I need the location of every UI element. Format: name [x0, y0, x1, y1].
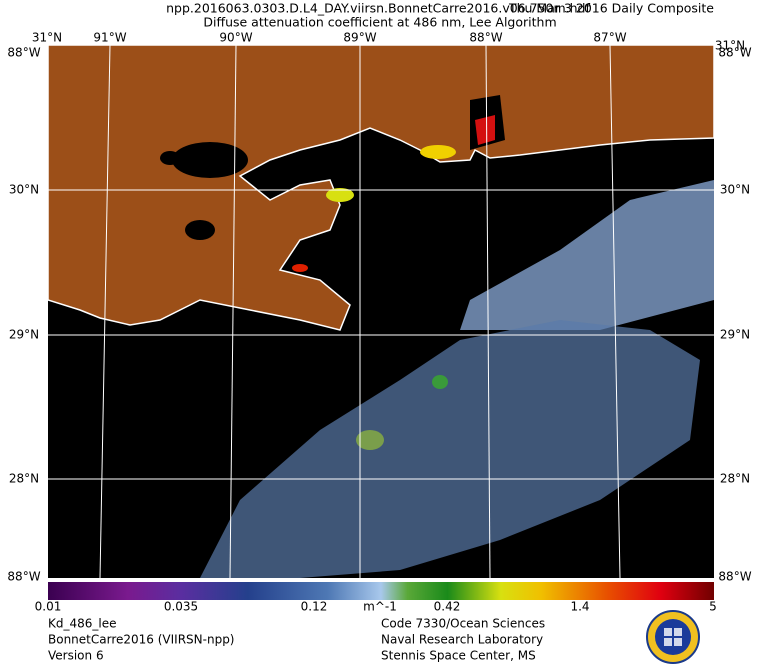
- footer-left: Version 6: [48, 649, 104, 663]
- lat-label: 29°N: [720, 328, 750, 342]
- lake: [160, 151, 180, 165]
- date: Thu Mar 3 2016 Daily Composite: [508, 1, 714, 16]
- lake: [172, 142, 248, 178]
- lon-label: 90°W: [219, 31, 252, 45]
- colorbar-label: 0.42: [434, 600, 461, 614]
- colorbar-label: 0.01: [35, 600, 62, 614]
- meridian: [485, 44, 491, 579]
- lon-label: 88°W: [469, 31, 502, 45]
- lon-label: 87°W: [593, 31, 626, 45]
- plume-green: [356, 430, 384, 450]
- corner-label: 88°W: [7, 570, 40, 584]
- subtitle: Diffuse attenuation coefficient at 486 n…: [203, 15, 556, 30]
- file-name: npp.2016063.0303.D.L4_DAY.viirsn.BonnetC…: [166, 1, 590, 16]
- colorbar-label: 0.12: [301, 600, 328, 614]
- colorbar-label: 0.035: [164, 600, 198, 614]
- footer-left: BonnetCarre2016 (VIIRSN-npp): [48, 633, 235, 647]
- lat-label: 30°N: [720, 183, 750, 197]
- meridian: [229, 44, 237, 579]
- colorbar-label: 5: [709, 600, 717, 614]
- meridian: [99, 44, 111, 579]
- footer-center: Stennis Space Center, MS: [381, 649, 536, 663]
- footer-center: Code 7330/Ocean Sciences: [381, 617, 545, 631]
- plume-red: [292, 264, 308, 272]
- plume-yellow: [420, 145, 456, 159]
- corner-label: 88°W: [718, 570, 751, 584]
- land: [47, 44, 715, 331]
- logo: [646, 610, 700, 664]
- lat-label: 28°N: [720, 472, 750, 486]
- lake: [185, 220, 215, 240]
- plume-green: [432, 375, 448, 389]
- plume-blue: [460, 180, 714, 330]
- lat-label: 28°N: [9, 472, 39, 486]
- colorbar-label: 1.4: [570, 600, 589, 614]
- lat-label: 30°N: [9, 183, 39, 197]
- lat-label: 29°N: [9, 328, 39, 342]
- plume-red: [475, 115, 495, 145]
- plume-blue: [200, 320, 700, 578]
- meridian: [609, 44, 621, 579]
- footer-center: Naval Research Laboratory: [381, 633, 543, 647]
- corner-label: 31°N: [32, 31, 62, 45]
- lon-label: 89°W: [343, 31, 376, 45]
- footer-left: Kd_486_lee: [48, 617, 117, 631]
- lon-label: 91°W: [93, 31, 126, 45]
- corner-label: 31°N: [715, 39, 745, 53]
- corner-label: 88°W: [7, 46, 40, 60]
- colorbar: [48, 582, 714, 600]
- colorbar-unit: m^-1: [363, 600, 397, 614]
- corner-label: 88°W: [718, 46, 751, 60]
- map: [47, 44, 715, 579]
- plume-yellow: [326, 188, 354, 202]
